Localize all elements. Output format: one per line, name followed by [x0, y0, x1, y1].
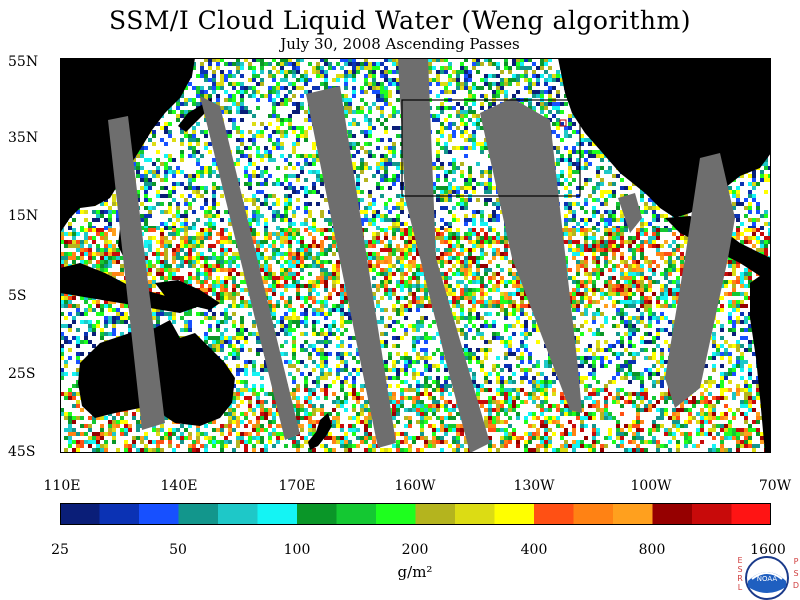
lat-label-55n: 55N	[8, 54, 39, 70]
lat-label-35n: 35N	[8, 130, 39, 146]
lon-label-70w: 70W	[758, 478, 792, 494]
map-panel	[60, 58, 771, 453]
south-america-landmass	[750, 268, 771, 453]
colorbar-cell	[297, 503, 338, 525]
map-subtitle: July 30, 2008 Ascending Passes	[280, 35, 520, 53]
colorbar-cell	[494, 503, 535, 525]
colorbar-cell	[731, 503, 771, 525]
swath-gap-2	[200, 96, 300, 440]
noaa-logo-text: NOAA	[757, 575, 778, 583]
colorbar-label-1600: 1600	[750, 542, 786, 558]
colorbar-label-100: 100	[283, 542, 311, 558]
lat-label-5s: 5S	[8, 288, 27, 304]
lon-label-160w: 160W	[394, 478, 436, 494]
colorbar-cell	[652, 503, 693, 525]
colorbar-cell	[60, 503, 101, 525]
colorbar-cell	[455, 503, 496, 525]
colorbar-cell	[573, 503, 614, 525]
colorbar-cell	[139, 503, 180, 525]
swath-gap-4	[398, 58, 490, 453]
new-zealand-island	[308, 413, 332, 450]
lat-label-25s: 25S	[8, 366, 36, 382]
swath-gap-6	[618, 193, 642, 233]
lat-label-15n: 15N	[8, 208, 39, 224]
colorbar-cell	[534, 503, 575, 525]
colorbar-cell	[415, 503, 456, 525]
colorbar-label-800: 800	[638, 542, 666, 558]
colorbar-label-200: 200	[401, 542, 429, 558]
noaa-logo-icon: NOAA	[745, 556, 789, 600]
colorbar-cell	[257, 503, 298, 525]
lon-label-130w: 130W	[513, 478, 555, 494]
colorbar-cell	[336, 503, 377, 525]
lon-label-170e: 170E	[278, 478, 316, 494]
lon-label-140e: 140E	[160, 478, 198, 494]
swath-gap-1	[108, 116, 165, 430]
swath-gap-3	[306, 86, 396, 448]
colorbar-cell	[218, 503, 259, 525]
lon-label-110e: 110E	[43, 478, 81, 494]
new-guinea-island	[155, 280, 220, 310]
region-outline-box	[401, 99, 581, 197]
colorbar-label-50: 50	[169, 542, 187, 558]
colorbar-label-400: 400	[520, 542, 548, 558]
lon-label-100w: 100W	[630, 478, 672, 494]
swath-gap-7	[665, 153, 735, 408]
lat-label-45s: 45S	[8, 444, 36, 460]
colorbar-cell	[692, 503, 733, 525]
colorbar	[60, 503, 771, 525]
colorbar-cell	[613, 503, 654, 525]
colorbar-cell	[178, 503, 219, 525]
colorbar-border	[60, 503, 771, 525]
station-marker	[559, 119, 567, 127]
colorbar-units: g/m²	[397, 563, 433, 581]
map-border	[60, 58, 771, 453]
no-data-swath-gaps	[108, 58, 735, 453]
colorbar-label-25: 25	[51, 542, 69, 558]
colorbar-cell	[376, 503, 417, 525]
colorbar-cell	[99, 503, 140, 525]
map-title: SSM/I Cloud Liquid Water (Weng algorithm…	[109, 6, 691, 35]
swath-gap-5	[480, 98, 582, 413]
